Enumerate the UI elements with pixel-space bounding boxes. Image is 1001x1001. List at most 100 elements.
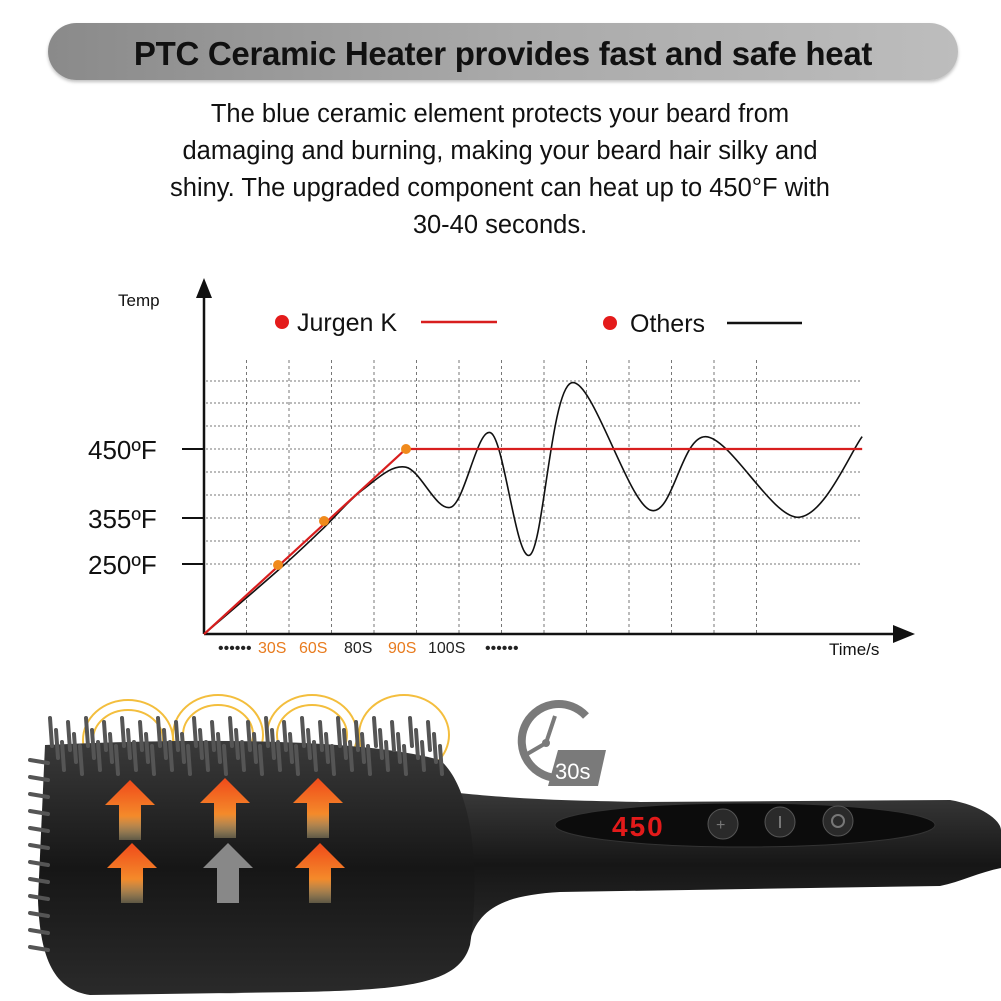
bristle bbox=[28, 894, 50, 901]
bristle bbox=[240, 740, 246, 772]
bristle bbox=[186, 744, 192, 776]
description-line: damaging and burning, making your beard … bbox=[182, 137, 818, 165]
bristle bbox=[138, 720, 144, 752]
description-line: shiny. The upgraded component can heat u… bbox=[170, 174, 830, 202]
plus-button[interactable]: + bbox=[707, 808, 739, 840]
bristle bbox=[438, 744, 444, 776]
x-tick-label: •••••• bbox=[485, 640, 519, 657]
timer-icon: 30s bbox=[517, 700, 606, 786]
bristle bbox=[114, 744, 120, 776]
bristle bbox=[90, 728, 96, 760]
bristle bbox=[426, 720, 432, 752]
bristle bbox=[342, 728, 348, 760]
bristle bbox=[228, 716, 234, 748]
heat-arrow-icon bbox=[203, 843, 253, 903]
bristle bbox=[258, 744, 264, 776]
bristle bbox=[198, 728, 204, 760]
bristle bbox=[402, 744, 408, 776]
x-tick-label: •••••• bbox=[218, 640, 252, 657]
marker-90S bbox=[401, 444, 411, 454]
bristle bbox=[312, 740, 318, 772]
bristle bbox=[150, 744, 156, 776]
bristle bbox=[246, 720, 252, 752]
y-tick-label: 250ºF bbox=[88, 550, 157, 580]
bristle bbox=[300, 716, 306, 748]
x-tick-label: 30S bbox=[258, 640, 286, 657]
bristle bbox=[276, 740, 282, 772]
banner-title: PTC Ceramic Heater provides fast and saf… bbox=[133, 35, 873, 72]
temperature-chart: Temp Time/s 450ºF 355ºF 250ºF •••••• 30S 6… bbox=[88, 278, 915, 659]
heat-arrow-icon bbox=[105, 780, 155, 840]
bristle bbox=[216, 732, 222, 764]
bristle bbox=[354, 720, 360, 752]
bristle bbox=[96, 740, 102, 772]
y-tick-label: 450ºF bbox=[88, 435, 157, 465]
bristle bbox=[144, 732, 150, 764]
bristle bbox=[174, 720, 180, 752]
legend-label: Jurgen K bbox=[297, 309, 397, 337]
legend-dot bbox=[275, 315, 289, 329]
bristle bbox=[414, 728, 420, 760]
bristle bbox=[132, 740, 138, 772]
bristle bbox=[54, 728, 60, 760]
marker-30S bbox=[273, 560, 283, 570]
legend-dot bbox=[603, 316, 617, 330]
heat-arrows bbox=[105, 778, 345, 903]
y-axis-arrow-icon bbox=[196, 278, 212, 298]
bristle bbox=[48, 716, 54, 748]
minus-button[interactable] bbox=[764, 806, 796, 838]
x-axis-arrow-icon bbox=[893, 625, 915, 643]
x-axis-label: Time/s bbox=[829, 640, 879, 659]
brush-head bbox=[38, 740, 475, 995]
description-line: The blue ceramic element protects your b… bbox=[210, 100, 790, 128]
bristle bbox=[120, 716, 126, 748]
svg-text:+: + bbox=[716, 817, 725, 834]
bristle bbox=[318, 720, 324, 752]
bristle bbox=[294, 744, 300, 776]
bristle bbox=[66, 720, 72, 752]
temperature-display: 450 bbox=[612, 811, 665, 842]
bristle bbox=[408, 716, 414, 748]
marker-60S bbox=[319, 516, 329, 526]
bristle bbox=[28, 843, 50, 850]
bristle bbox=[28, 911, 50, 918]
bristle bbox=[108, 732, 114, 764]
bristle bbox=[78, 744, 84, 776]
bristle bbox=[306, 728, 312, 760]
bristle bbox=[390, 720, 396, 752]
description: The blue ceramic element protects your b… bbox=[90, 96, 910, 244]
bristle bbox=[156, 716, 162, 748]
bristle bbox=[360, 732, 366, 764]
power-button[interactable] bbox=[822, 805, 854, 837]
timer-badge: 30s bbox=[555, 759, 590, 784]
bristle bbox=[192, 716, 198, 748]
bristle bbox=[126, 728, 132, 760]
bristle bbox=[270, 728, 276, 760]
bristles bbox=[28, 716, 444, 952]
x-tick-labels: •••••• 30S 60S 80S 90S 100S •••••• bbox=[218, 640, 519, 657]
heat-arrow-icon bbox=[293, 778, 343, 838]
bristle bbox=[372, 716, 378, 748]
y-ticks: 450ºF 355ºF 250ºF bbox=[88, 435, 204, 580]
x-tick-label: 80S bbox=[344, 640, 372, 657]
bristle bbox=[396, 732, 402, 764]
bristle bbox=[222, 744, 228, 776]
bristle bbox=[28, 809, 50, 816]
heat-arrow-icon bbox=[200, 778, 250, 838]
bristle bbox=[162, 728, 168, 760]
title-banner: PTC Ceramic Heater provides fast and saf… bbox=[48, 23, 958, 80]
description-line: 30-40 seconds. bbox=[412, 211, 588, 239]
bristle bbox=[420, 740, 426, 772]
x-tick-label: 100S bbox=[428, 640, 465, 657]
bristle bbox=[60, 740, 66, 772]
x-tick-label: 90S bbox=[388, 640, 416, 657]
bristle bbox=[102, 720, 108, 752]
heat-arrow-icon bbox=[295, 843, 345, 903]
bristle bbox=[324, 732, 330, 764]
bristle bbox=[366, 744, 372, 776]
chart-grid bbox=[206, 360, 862, 634]
bristle bbox=[28, 775, 50, 782]
bristle bbox=[28, 945, 50, 952]
bristle bbox=[84, 716, 90, 748]
bristle bbox=[330, 744, 336, 776]
